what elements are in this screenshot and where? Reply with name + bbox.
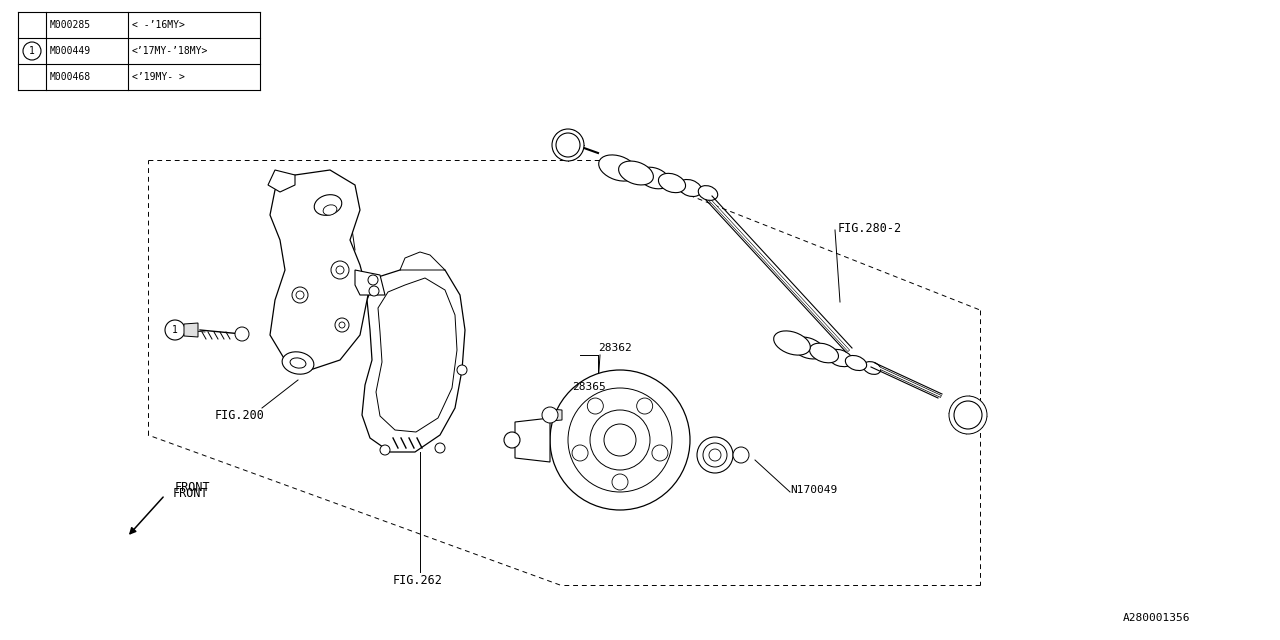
Circle shape [337, 266, 344, 274]
Text: M000449: M000449 [50, 46, 91, 56]
Circle shape [369, 275, 378, 285]
Circle shape [556, 133, 580, 157]
Ellipse shape [809, 343, 838, 363]
Circle shape [292, 287, 308, 303]
Text: < -’16MY>: < -’16MY> [132, 20, 184, 30]
Circle shape [568, 388, 672, 492]
Circle shape [590, 410, 650, 470]
Ellipse shape [773, 331, 810, 355]
Circle shape [572, 445, 588, 461]
Text: N170049: N170049 [790, 485, 837, 495]
Circle shape [296, 291, 305, 299]
Ellipse shape [314, 195, 342, 215]
Circle shape [236, 327, 250, 341]
Circle shape [612, 474, 628, 490]
Ellipse shape [658, 173, 686, 193]
Text: M000285: M000285 [50, 20, 91, 30]
Text: FRONT: FRONT [175, 481, 211, 493]
Circle shape [954, 401, 982, 429]
Circle shape [604, 424, 636, 456]
Polygon shape [270, 170, 369, 370]
Polygon shape [268, 170, 294, 192]
Text: M000468: M000468 [50, 72, 91, 82]
Ellipse shape [678, 179, 701, 196]
Circle shape [457, 365, 467, 375]
Ellipse shape [639, 167, 669, 189]
Ellipse shape [791, 337, 824, 359]
Text: 28362: 28362 [598, 343, 632, 353]
Circle shape [335, 318, 349, 332]
Circle shape [339, 322, 346, 328]
Ellipse shape [599, 155, 637, 181]
Ellipse shape [291, 358, 306, 368]
Polygon shape [550, 409, 562, 421]
Polygon shape [515, 418, 550, 462]
Text: FRONT: FRONT [173, 486, 209, 499]
Text: A280001356: A280001356 [1123, 613, 1190, 623]
Circle shape [588, 398, 603, 414]
Ellipse shape [699, 186, 718, 200]
Text: FIG.280-2: FIG.280-2 [838, 221, 902, 234]
Circle shape [948, 396, 987, 434]
Text: 1: 1 [172, 325, 178, 335]
Ellipse shape [618, 161, 653, 185]
Polygon shape [355, 270, 385, 295]
Circle shape [636, 398, 653, 414]
Circle shape [733, 447, 749, 463]
Circle shape [435, 443, 445, 453]
Circle shape [165, 320, 186, 340]
Text: FIG.262: FIG.262 [393, 573, 443, 586]
Ellipse shape [282, 352, 314, 374]
Circle shape [703, 443, 727, 467]
Circle shape [698, 437, 733, 473]
Circle shape [709, 449, 721, 461]
Ellipse shape [863, 362, 881, 374]
Ellipse shape [323, 205, 337, 215]
Circle shape [23, 42, 41, 60]
Circle shape [332, 261, 349, 279]
Circle shape [652, 445, 668, 461]
Polygon shape [376, 278, 457, 432]
Text: 1: 1 [29, 46, 35, 56]
Circle shape [541, 407, 558, 423]
Polygon shape [184, 323, 198, 337]
Text: FIG.200: FIG.200 [215, 408, 265, 422]
Polygon shape [401, 252, 445, 270]
Circle shape [550, 370, 690, 510]
Ellipse shape [845, 355, 867, 371]
Ellipse shape [827, 349, 852, 367]
Polygon shape [362, 260, 465, 452]
Text: <’17MY-’18MY>: <’17MY-’18MY> [132, 46, 209, 56]
Circle shape [369, 286, 379, 296]
Text: 28365: 28365 [572, 382, 605, 392]
Circle shape [552, 129, 584, 161]
Circle shape [380, 445, 390, 455]
Text: <’19MY- >: <’19MY- > [132, 72, 184, 82]
Circle shape [504, 432, 520, 448]
